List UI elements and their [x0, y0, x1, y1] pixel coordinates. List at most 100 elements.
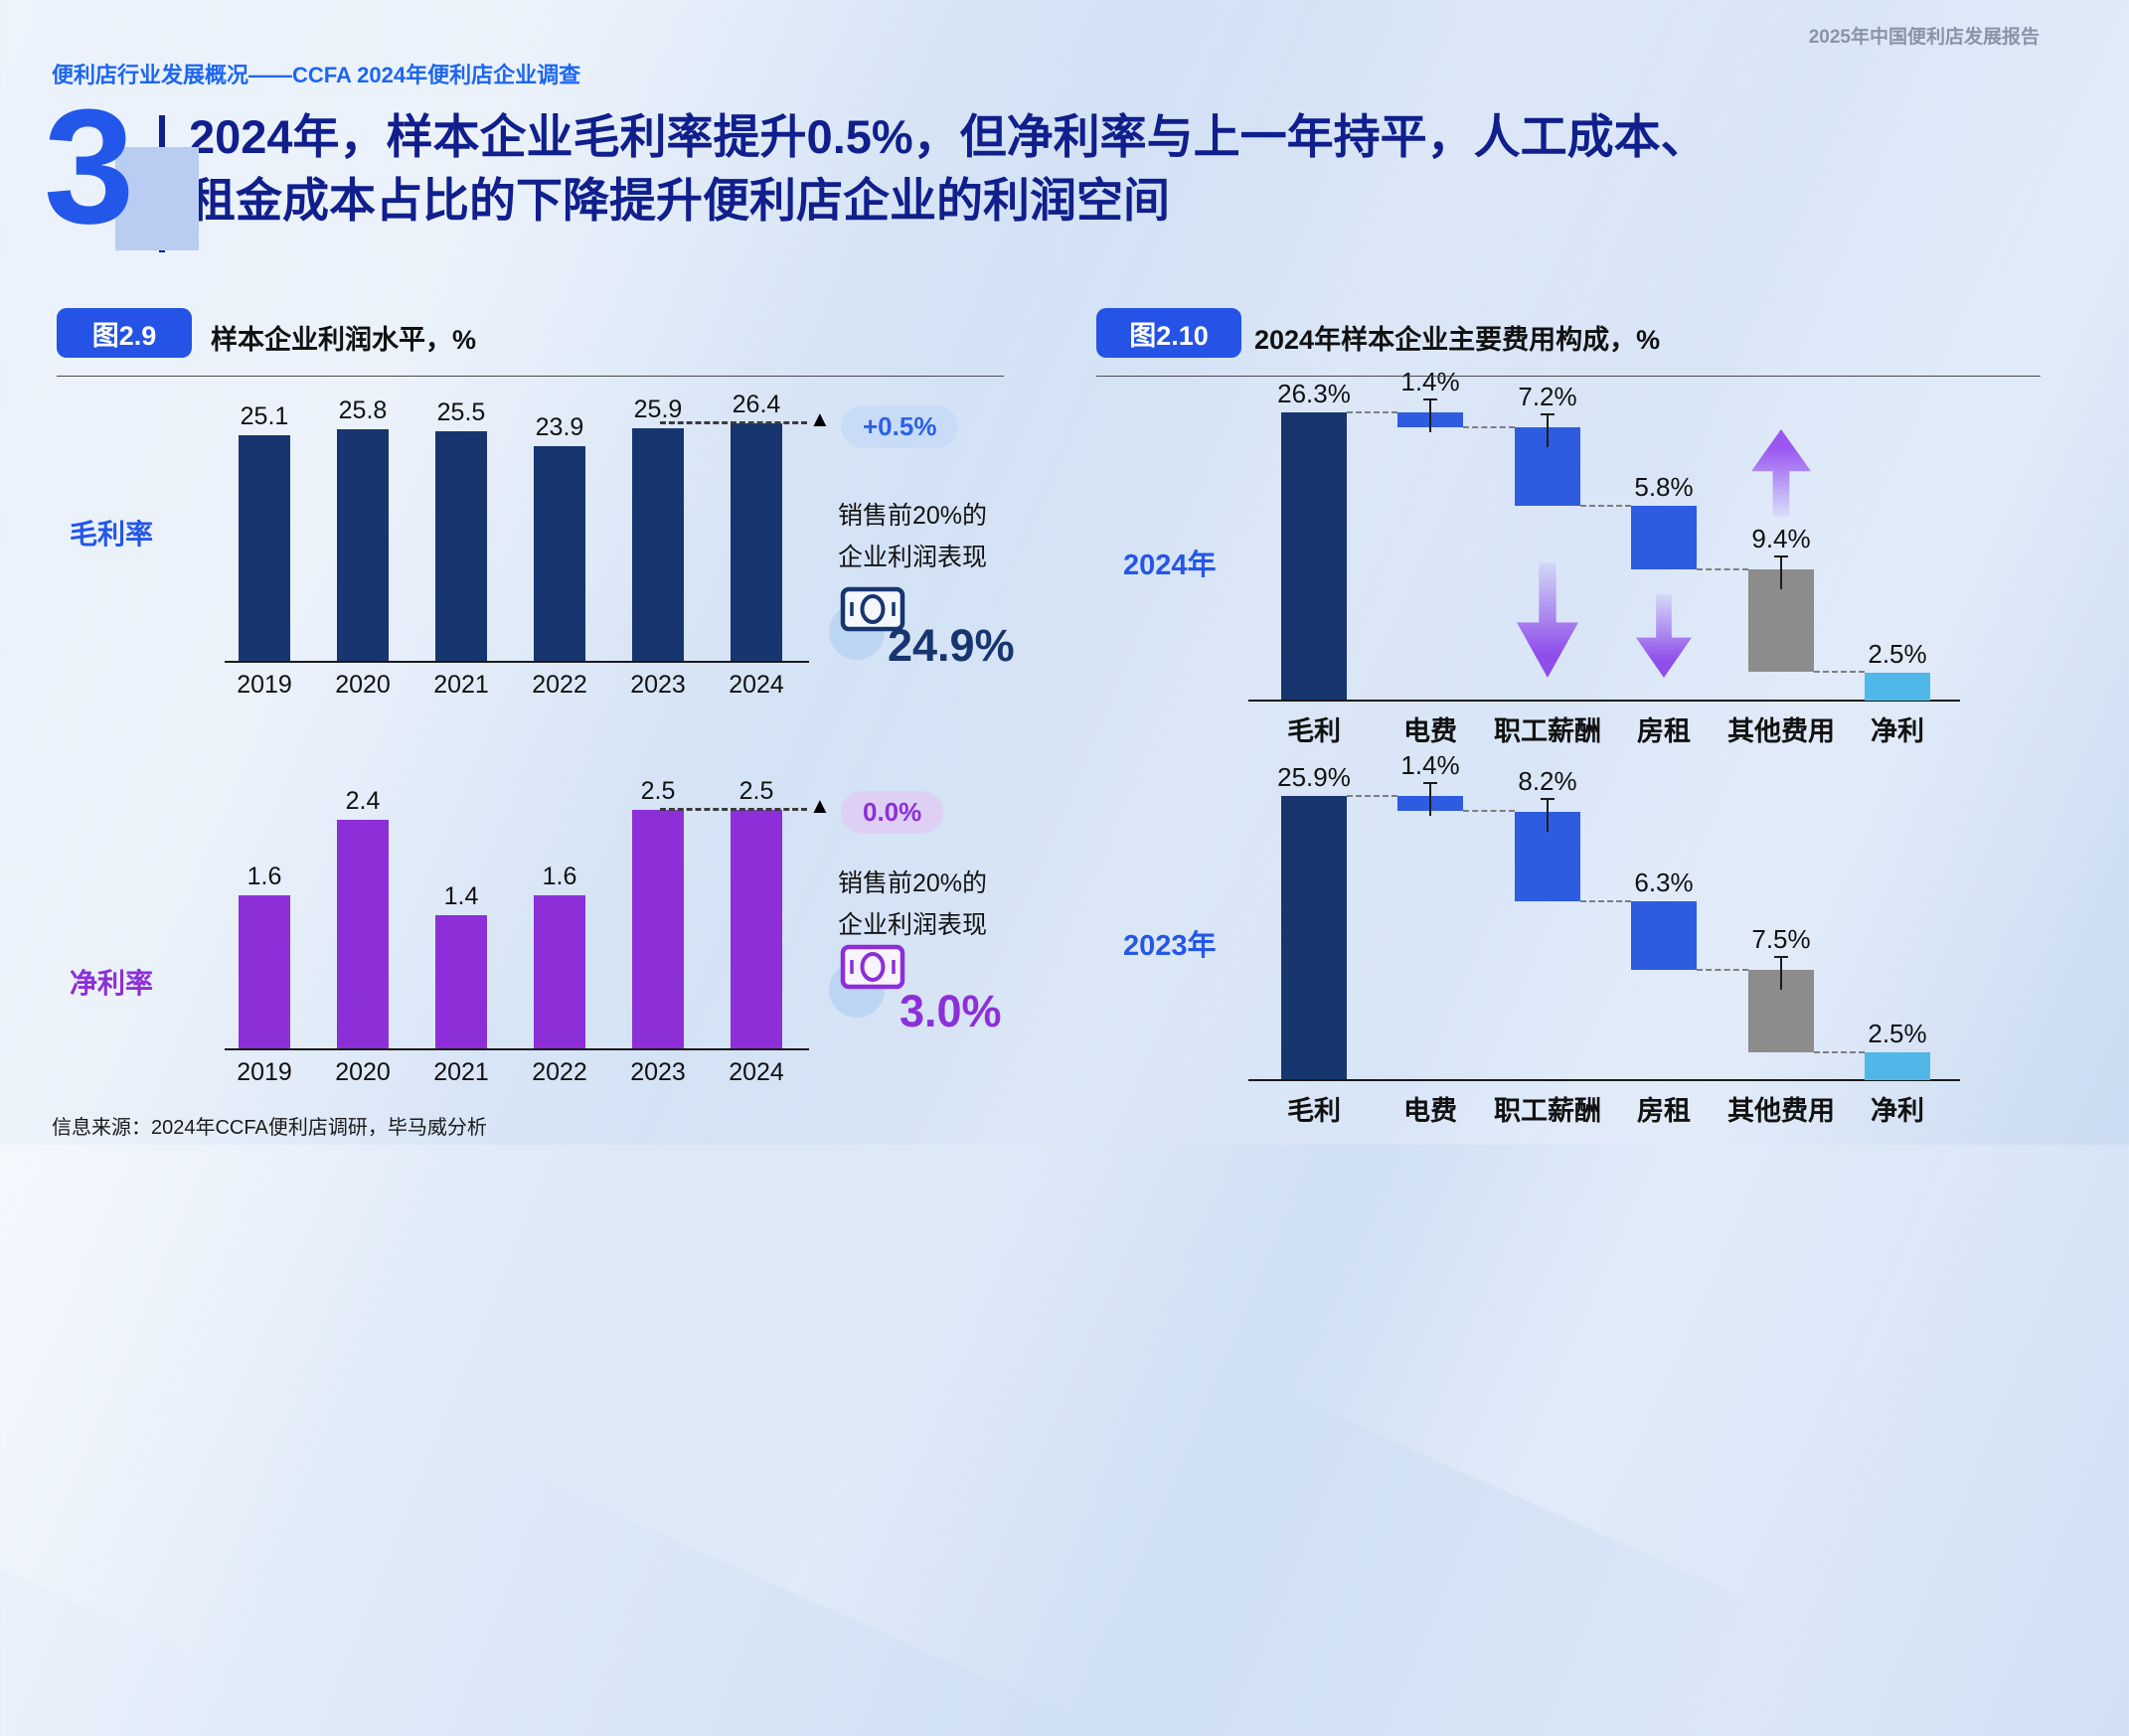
waterfall-2024-category-label: 电费	[1403, 716, 1457, 746]
gross-margin-bar-value: 25.8	[338, 396, 388, 424]
waterfall-2023-label-leader	[1547, 798, 1549, 832]
waterfall-2024-up-arrow-icon	[1751, 429, 1811, 517]
section-number-shadow	[115, 147, 199, 250]
waterfall-2023-label-leader-cap	[1774, 956, 1788, 958]
gross-margin-year-label: 2023	[630, 671, 686, 699]
net-top20-annotation-line-1: 销售前20%的	[838, 869, 988, 897]
net-margin-year-label: 2020	[335, 1058, 391, 1086]
figure-2-10-title: 2024年样本企业主要费用构成，%	[1254, 325, 1661, 355]
net-margin-bar	[239, 895, 290, 1048]
net-top20-annotation-line-2: 企业利润表现	[838, 911, 988, 939]
waterfall-2024-down-arrow-icon	[1636, 594, 1692, 678]
gross-margin-year-label: 2024	[729, 671, 784, 699]
net-margin-year-label: 2024	[729, 1058, 784, 1086]
waterfall-2023-connector	[1580, 900, 1631, 902]
section-number: 3	[44, 76, 135, 257]
figure-2-9-divider	[57, 376, 1004, 377]
net-margin-year-label: 2019	[237, 1058, 292, 1086]
waterfall-2023-category-label: 房租	[1637, 1096, 1691, 1126]
waterfall-2024-category-label: 净利	[1871, 716, 1924, 746]
figure-2-10-badge: 图2.10	[1096, 308, 1241, 358]
gross-margin-bar	[534, 446, 585, 661]
waterfall-2024-bar-value: 5.8%	[1634, 472, 1694, 502]
waterfall-2023-label-leader-cap	[1541, 798, 1555, 800]
gross-margin-bar-value: 26.4	[732, 391, 781, 418]
waterfall-2024-bar-value: 2.5%	[1868, 639, 1927, 669]
waterfall-2024-category-label: 职工薪酬	[1494, 716, 1601, 746]
net-margin-bar	[632, 810, 684, 1048]
net-margin-bar-value: 1.6	[246, 863, 282, 890]
waterfall-2023-bar-value: 1.4%	[1400, 750, 1460, 780]
net-margin-bar-value: 2.4	[345, 787, 381, 815]
waterfall-2023-connector	[1697, 969, 1748, 971]
gross-top20-value: 24.9%	[888, 620, 1015, 671]
gross-margin-year-label: 2019	[237, 671, 292, 699]
net-delta-dashed-line	[660, 808, 807, 811]
waterfall-2024-category-label: 房租	[1637, 716, 1691, 746]
waterfall-2024-bar-value: 7.2%	[1518, 382, 1577, 411]
net-margin-bar-value: 1.6	[542, 863, 577, 890]
net-margin-axis	[225, 1048, 809, 1050]
waterfall-2023-axis	[1248, 1079, 1960, 1081]
gross-margin-bar	[731, 423, 782, 661]
gross-margin-year-label: 2021	[433, 671, 489, 699]
delta-marker-icon: ▲	[809, 406, 831, 431]
gross-top20-annotation: 销售前20%的 企业利润表现	[838, 495, 987, 578]
waterfall-2024-bar-value: 9.4%	[1751, 524, 1811, 553]
gross-top20-annotation-line-2: 企业利润表现	[838, 544, 988, 571]
source-note: 信息来源：2024年CCFA便利店调研，毕马威分析	[52, 1117, 487, 1139]
gross-margin-label: 毛利率	[70, 519, 154, 550]
net-margin-bar-value: 1.4	[443, 882, 479, 910]
net-margin-bar	[731, 810, 782, 1048]
waterfall-2023-connector	[1347, 795, 1397, 797]
report-title: 2025年中国便利店发展报告	[1808, 27, 2040, 48]
headline: 2024年，样本企业毛利率提升0.5%，但净利率与上一年持平，人工成本、 租金成…	[189, 105, 1708, 233]
waterfall-2023-bar-value: 8.2%	[1518, 766, 1577, 796]
waterfall-2024-label-leader	[1429, 398, 1431, 432]
waterfall-2023-year-label: 2023年	[1123, 930, 1217, 962]
section-label: 便利店行业发展概况——CCFA 2024年便利店企业调查	[52, 63, 581, 87]
net-margin-year-label: 2021	[433, 1058, 489, 1086]
charts-layer: 25.1 2019 25.8 2020 25.5 2021 23.9 2022 25.9 2023…	[225, 367, 1960, 1126]
figure-2-9-badge: 图2.9	[57, 308, 192, 358]
waterfall-2024-bar-value: 26.3%	[1277, 379, 1351, 408]
waterfall-2024-year-label: 2024年	[1123, 550, 1217, 581]
waterfall-2024-connector	[1580, 505, 1631, 507]
waterfall-2024-bar	[1865, 673, 1930, 701]
net-margin-bar	[534, 895, 585, 1048]
waterfall-2023-category-label: 毛利	[1287, 1096, 1341, 1126]
waterfall-2023-bar	[1865, 1052, 1930, 1080]
delta-marker-icon: ▲	[809, 793, 831, 818]
headline-line-1: 2024年，样本企业毛利率提升0.5%，但净利率与上一年持平，人工成本、	[189, 110, 1708, 163]
gross-delta-dashed-line	[660, 421, 807, 424]
net-top20-value: 3.0%	[900, 986, 1002, 1036]
waterfall-2023-bar	[1281, 796, 1347, 1079]
waterfall-2023-label-leader	[1780, 956, 1782, 990]
net-margin-bar	[337, 820, 389, 1048]
waterfall-2023-category-label: 其他费用	[1727, 1096, 1835, 1126]
waterfall-2024-label-leader-cap	[1774, 555, 1788, 557]
gross-margin-bar	[435, 431, 487, 661]
waterfall-2023-bar-value: 7.5%	[1751, 924, 1811, 954]
net-delta-badge: 0.0%	[841, 791, 944, 834]
waterfall-2024-connector	[1463, 426, 1515, 428]
net-top20-annotation: 销售前20%的 企业利润表现	[838, 863, 987, 946]
gross-delta-badge: +0.5%	[841, 405, 959, 448]
waterfall-2023-bar	[1631, 901, 1697, 970]
gross-margin-bar	[337, 429, 389, 661]
waterfall-2024-down-arrow-icon	[1517, 562, 1578, 678]
gross-margin-axis	[225, 661, 809, 663]
gross-margin-bar	[239, 435, 290, 661]
waterfall-2023-bar-value: 25.9%	[1277, 762, 1351, 792]
waterfall-2023-bar-value: 6.3%	[1634, 868, 1694, 897]
net-margin-year-label: 2023	[630, 1058, 686, 1086]
waterfall-2024-connector	[1814, 671, 1865, 673]
waterfall-2024-label-leader-cap	[1423, 398, 1437, 400]
waterfall-2024-category-label: 其他费用	[1727, 716, 1835, 746]
gross-top20-annotation-line-1: 销售前20%的	[838, 502, 988, 530]
waterfall-2024-bar	[1631, 506, 1697, 569]
net-margin-bar	[435, 915, 487, 1048]
net-margin-bar-value: 2.5	[640, 777, 676, 805]
money-icon	[840, 586, 905, 632]
waterfall-2024-bar-value: 1.4%	[1400, 367, 1460, 396]
